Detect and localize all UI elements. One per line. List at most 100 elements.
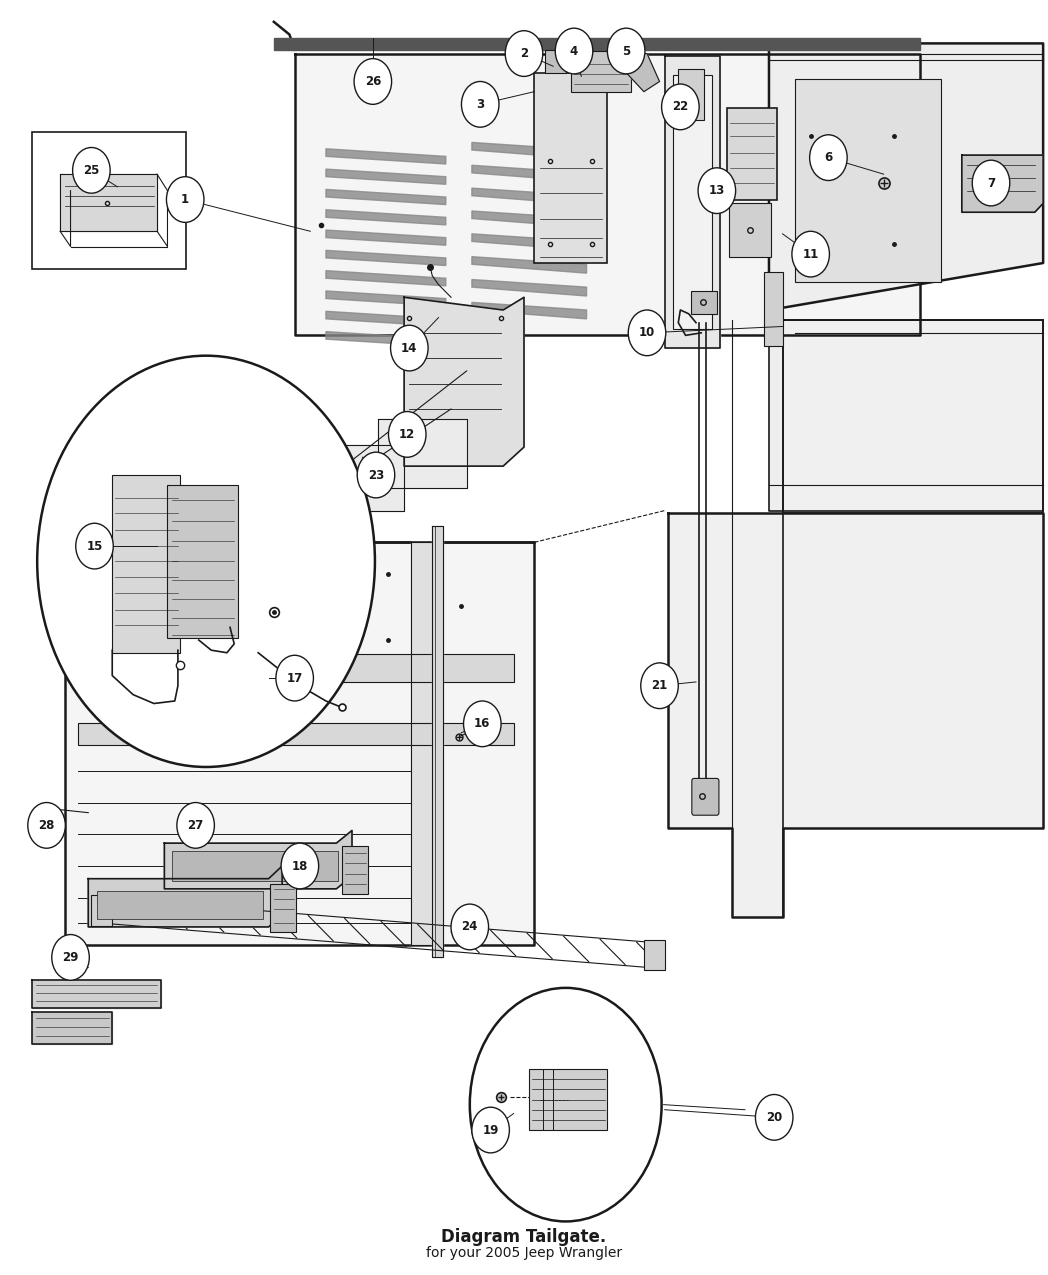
Polygon shape bbox=[326, 149, 445, 164]
Circle shape bbox=[51, 935, 89, 980]
Polygon shape bbox=[294, 54, 920, 335]
Polygon shape bbox=[326, 250, 445, 265]
Polygon shape bbox=[326, 170, 445, 185]
Circle shape bbox=[472, 1107, 509, 1153]
FancyBboxPatch shape bbox=[78, 654, 514, 682]
Polygon shape bbox=[472, 210, 587, 227]
Polygon shape bbox=[32, 1012, 112, 1044]
FancyBboxPatch shape bbox=[78, 723, 514, 746]
Text: 11: 11 bbox=[803, 247, 818, 260]
Text: 10: 10 bbox=[639, 326, 655, 339]
Circle shape bbox=[628, 310, 665, 356]
Text: 13: 13 bbox=[708, 184, 725, 198]
FancyBboxPatch shape bbox=[534, 73, 608, 263]
Circle shape bbox=[72, 148, 110, 194]
FancyBboxPatch shape bbox=[96, 891, 263, 919]
Polygon shape bbox=[336, 445, 405, 510]
FancyBboxPatch shape bbox=[545, 50, 566, 73]
FancyBboxPatch shape bbox=[269, 884, 296, 932]
Text: 19: 19 bbox=[482, 1123, 499, 1136]
Circle shape bbox=[177, 802, 215, 848]
Polygon shape bbox=[326, 209, 445, 224]
Polygon shape bbox=[32, 980, 161, 1009]
Text: 25: 25 bbox=[83, 164, 100, 177]
Circle shape bbox=[37, 356, 375, 768]
FancyBboxPatch shape bbox=[795, 79, 941, 282]
Circle shape bbox=[792, 231, 829, 277]
FancyBboxPatch shape bbox=[727, 108, 778, 200]
FancyBboxPatch shape bbox=[673, 75, 712, 329]
Polygon shape bbox=[472, 233, 587, 250]
Text: 20: 20 bbox=[766, 1111, 782, 1123]
Text: 26: 26 bbox=[365, 75, 381, 88]
FancyBboxPatch shape bbox=[571, 51, 631, 92]
FancyBboxPatch shape bbox=[529, 1070, 608, 1130]
Circle shape bbox=[505, 31, 543, 76]
Text: 21: 21 bbox=[652, 680, 668, 692]
FancyBboxPatch shape bbox=[78, 571, 109, 599]
Circle shape bbox=[357, 453, 395, 497]
Text: 29: 29 bbox=[62, 951, 79, 964]
FancyBboxPatch shape bbox=[342, 845, 368, 894]
Text: 7: 7 bbox=[987, 176, 996, 190]
Text: 6: 6 bbox=[825, 152, 832, 164]
Polygon shape bbox=[472, 189, 587, 204]
FancyBboxPatch shape bbox=[32, 133, 187, 269]
Polygon shape bbox=[472, 302, 587, 319]
Polygon shape bbox=[412, 542, 435, 945]
Text: 28: 28 bbox=[39, 819, 54, 831]
Circle shape bbox=[640, 663, 678, 709]
Polygon shape bbox=[962, 156, 1043, 212]
Text: 1: 1 bbox=[181, 193, 190, 207]
Text: 5: 5 bbox=[623, 45, 630, 57]
Polygon shape bbox=[664, 56, 720, 348]
FancyBboxPatch shape bbox=[691, 291, 717, 314]
FancyBboxPatch shape bbox=[91, 895, 112, 926]
Circle shape bbox=[661, 84, 699, 130]
Circle shape bbox=[608, 28, 645, 74]
FancyBboxPatch shape bbox=[764, 272, 783, 346]
Text: 24: 24 bbox=[461, 921, 478, 933]
Circle shape bbox=[470, 988, 661, 1221]
Polygon shape bbox=[626, 54, 659, 92]
Text: 12: 12 bbox=[399, 428, 415, 441]
Polygon shape bbox=[472, 143, 587, 159]
Text: 15: 15 bbox=[86, 539, 103, 552]
Polygon shape bbox=[326, 291, 445, 306]
Text: 23: 23 bbox=[368, 468, 385, 482]
FancyBboxPatch shape bbox=[729, 203, 771, 256]
Text: 3: 3 bbox=[476, 98, 484, 111]
Text: for your 2005 Jeep Wrangler: for your 2005 Jeep Wrangler bbox=[425, 1246, 623, 1260]
Text: 17: 17 bbox=[286, 672, 303, 685]
Circle shape bbox=[354, 59, 392, 105]
Polygon shape bbox=[326, 270, 445, 286]
Circle shape bbox=[451, 904, 488, 950]
Polygon shape bbox=[65, 542, 534, 945]
FancyBboxPatch shape bbox=[168, 486, 238, 638]
Polygon shape bbox=[326, 190, 445, 204]
FancyBboxPatch shape bbox=[678, 69, 704, 120]
Polygon shape bbox=[472, 279, 587, 296]
FancyBboxPatch shape bbox=[692, 779, 719, 815]
FancyBboxPatch shape bbox=[783, 320, 1043, 513]
FancyBboxPatch shape bbox=[643, 940, 664, 970]
Polygon shape bbox=[274, 38, 920, 50]
Circle shape bbox=[463, 701, 501, 747]
Polygon shape bbox=[769, 43, 1043, 307]
Text: 16: 16 bbox=[474, 718, 490, 731]
Polygon shape bbox=[472, 256, 587, 273]
Circle shape bbox=[281, 843, 319, 889]
Circle shape bbox=[810, 135, 847, 181]
Polygon shape bbox=[668, 513, 1043, 917]
Text: 2: 2 bbox=[520, 47, 528, 60]
Circle shape bbox=[555, 28, 593, 74]
Circle shape bbox=[461, 82, 499, 128]
Polygon shape bbox=[165, 830, 352, 889]
Text: 18: 18 bbox=[291, 859, 308, 872]
Text: 27: 27 bbox=[188, 819, 203, 831]
Polygon shape bbox=[378, 419, 466, 488]
Circle shape bbox=[75, 523, 113, 569]
Circle shape bbox=[756, 1094, 793, 1140]
FancyBboxPatch shape bbox=[172, 850, 339, 881]
Polygon shape bbox=[60, 175, 157, 231]
